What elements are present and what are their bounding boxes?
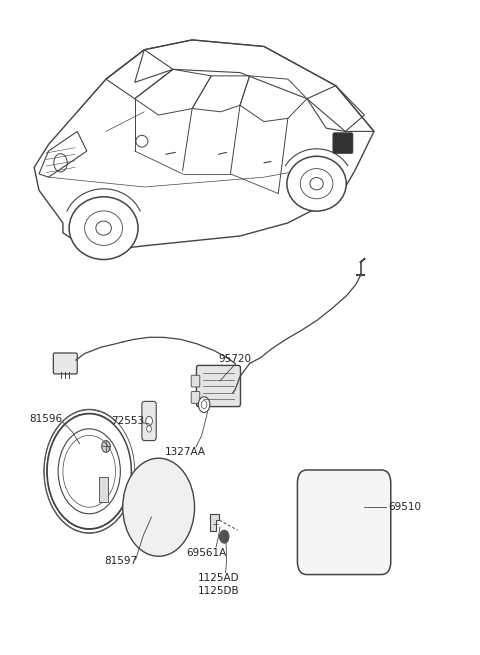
FancyBboxPatch shape [196, 365, 240, 407]
Circle shape [147, 426, 152, 432]
Text: 81596: 81596 [30, 414, 63, 424]
Circle shape [102, 441, 110, 453]
Text: 72553: 72553 [111, 416, 144, 426]
Text: 95720: 95720 [219, 354, 252, 364]
Text: 81597: 81597 [104, 557, 137, 567]
Ellipse shape [69, 196, 138, 259]
Circle shape [146, 417, 153, 426]
Circle shape [123, 458, 194, 556]
FancyBboxPatch shape [191, 392, 200, 403]
Circle shape [198, 397, 210, 413]
Ellipse shape [287, 157, 346, 211]
Polygon shape [210, 514, 219, 531]
FancyBboxPatch shape [53, 353, 77, 374]
Text: 69561A: 69561A [186, 548, 227, 558]
FancyBboxPatch shape [191, 375, 200, 387]
Circle shape [219, 530, 229, 543]
FancyBboxPatch shape [298, 470, 391, 574]
Text: 69510: 69510 [388, 502, 421, 512]
FancyBboxPatch shape [142, 402, 156, 441]
FancyBboxPatch shape [333, 133, 353, 154]
Text: 1125AD: 1125AD [198, 574, 239, 584]
Text: 1327AA: 1327AA [165, 447, 205, 457]
Text: 1125DB: 1125DB [198, 586, 239, 596]
FancyBboxPatch shape [99, 477, 108, 502]
